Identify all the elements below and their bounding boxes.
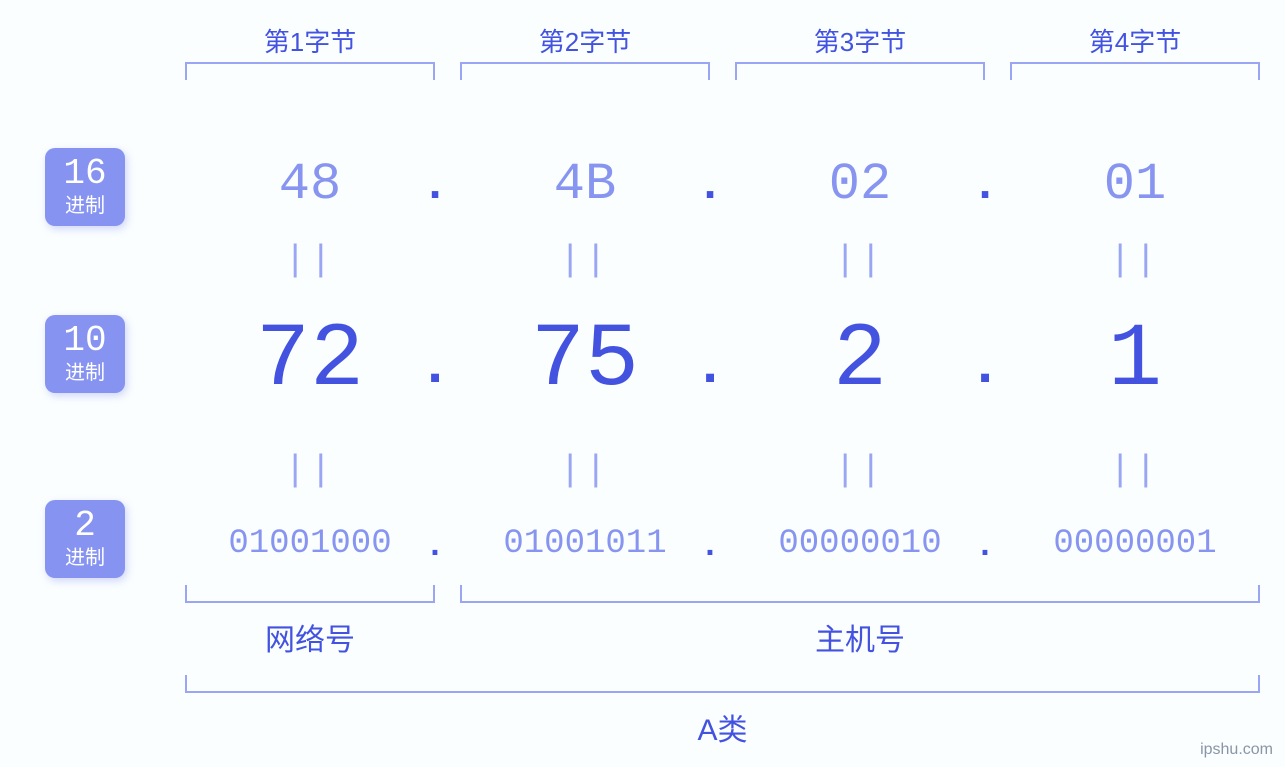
dot-bin-2: . <box>695 528 725 566</box>
bracket-byte-1 <box>185 62 435 80</box>
dot-hex-1: . <box>420 160 450 212</box>
dot-hex-2: . <box>695 160 725 212</box>
bracket-host <box>460 585 1260 603</box>
dot-hex-3: . <box>970 160 1000 212</box>
hex-2: 4B <box>460 155 710 214</box>
dec-1: 72 <box>185 310 435 412</box>
eq-1-3: || <box>735 240 985 281</box>
eq-2-2: || <box>460 450 710 491</box>
bin-4: 00000001 <box>1010 525 1260 563</box>
hex-3: 02 <box>735 155 985 214</box>
badge-dec: 10 进制 <box>45 315 125 393</box>
badge-dec-label: 进制 <box>45 363 125 383</box>
watermark: ipshu.com <box>1200 741 1273 759</box>
byte-header-4: 第4字节 <box>1025 22 1245 59</box>
eq-1-2: || <box>460 240 710 281</box>
eq-2-1: || <box>185 450 435 491</box>
badge-hex-label: 进制 <box>45 196 125 216</box>
badge-bin-label: 进制 <box>45 548 125 568</box>
hex-1: 48 <box>185 155 435 214</box>
badge-hex-num: 16 <box>45 156 125 192</box>
bin-1: 01001000 <box>185 525 435 563</box>
bracket-network <box>185 585 435 603</box>
eq-1-4: || <box>1010 240 1260 281</box>
byte-header-2: 第2字节 <box>475 22 695 59</box>
badge-dec-num: 10 <box>45 323 125 359</box>
badge-hex: 16 进制 <box>45 148 125 226</box>
dot-dec-1: . <box>415 335 455 399</box>
dec-4: 1 <box>1010 310 1260 412</box>
eq-2-4: || <box>1010 450 1260 491</box>
bin-2: 01001011 <box>460 525 710 563</box>
label-network: 网络号 <box>185 615 435 659</box>
dec-2: 75 <box>460 310 710 412</box>
dec-3: 2 <box>735 310 985 412</box>
bin-3: 00000010 <box>735 525 985 563</box>
bracket-byte-4 <box>1010 62 1260 80</box>
bracket-class <box>185 675 1260 693</box>
bracket-byte-2 <box>460 62 710 80</box>
eq-2-3: || <box>735 450 985 491</box>
badge-bin-num: 2 <box>45 508 125 544</box>
bracket-byte-3 <box>735 62 985 80</box>
dot-bin-3: . <box>970 528 1000 566</box>
label-host: 主机号 <box>460 615 1260 659</box>
dot-dec-2: . <box>690 335 730 399</box>
dot-bin-1: . <box>420 528 450 566</box>
diagram-container: 16 进制 10 进制 2 进制 第1字节 第2字节 第3字节 第4字节 48 … <box>40 0 1240 767</box>
byte-header-3: 第3字节 <box>750 22 970 59</box>
byte-header-1: 第1字节 <box>200 22 420 59</box>
dot-dec-3: . <box>965 335 1005 399</box>
badge-bin: 2 进制 <box>45 500 125 578</box>
eq-1-1: || <box>185 240 435 281</box>
hex-4: 01 <box>1010 155 1260 214</box>
label-class: A类 <box>185 705 1260 749</box>
